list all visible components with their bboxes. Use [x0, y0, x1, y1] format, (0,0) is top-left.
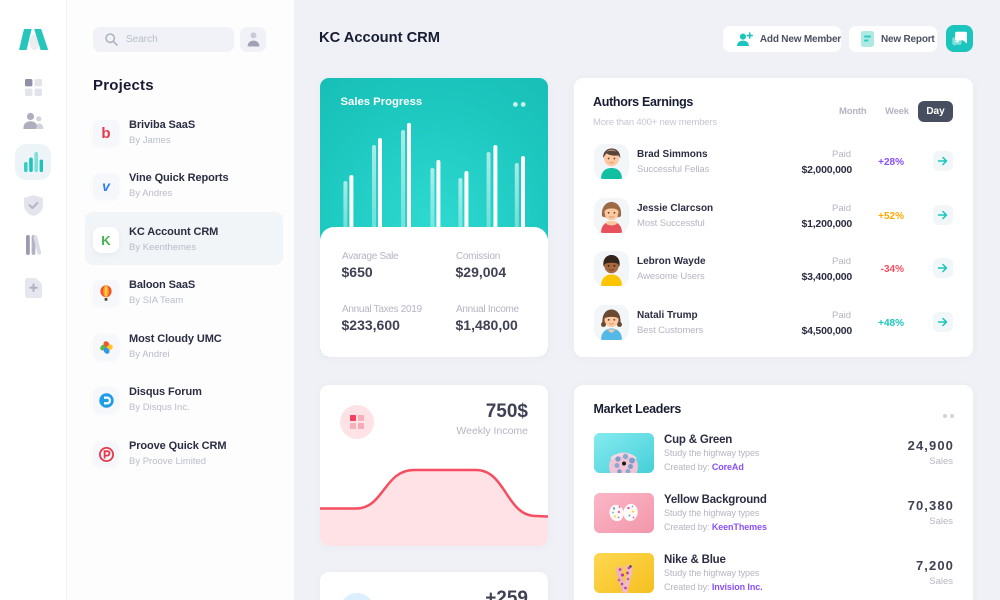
svg-text:v: v: [102, 179, 111, 193]
svg-text:b: b: [101, 125, 110, 141]
svg-text:K: K: [101, 233, 111, 247]
